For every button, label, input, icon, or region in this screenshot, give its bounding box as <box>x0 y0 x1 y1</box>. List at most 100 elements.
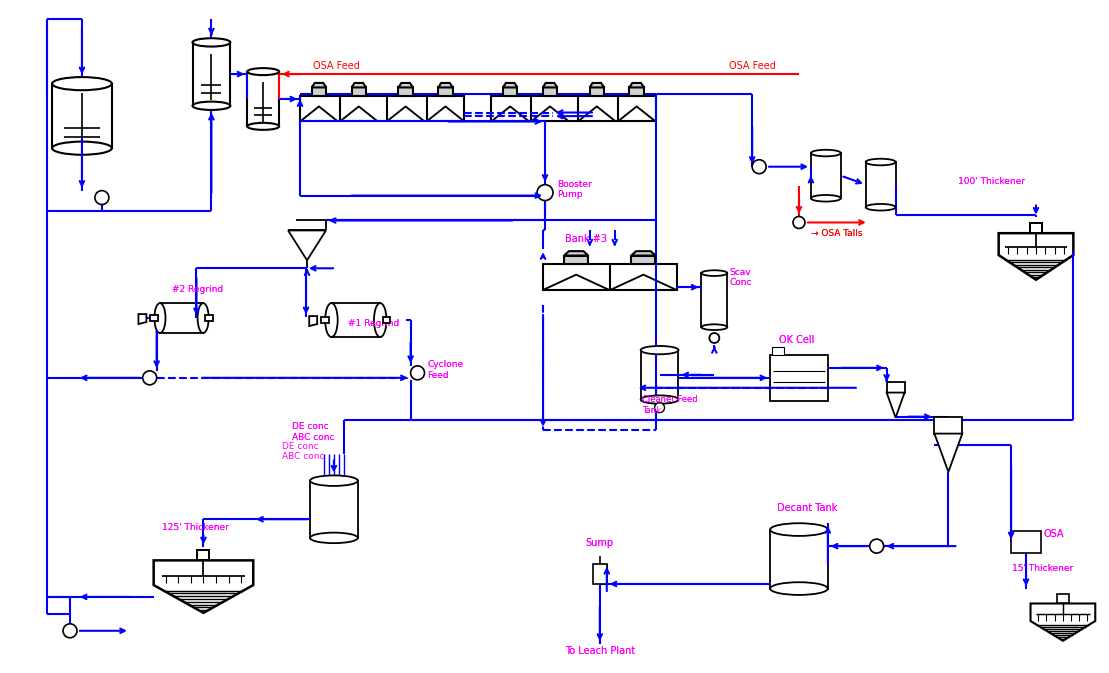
Ellipse shape <box>770 523 827 536</box>
Text: To Leach Plant: To Leach Plant <box>564 645 635 656</box>
Ellipse shape <box>247 123 279 130</box>
Bar <box>542 264 676 290</box>
Text: 125' Thickener: 125' Thickener <box>162 523 228 532</box>
Ellipse shape <box>811 150 841 156</box>
Bar <box>641 350 679 400</box>
Ellipse shape <box>866 159 896 166</box>
Circle shape <box>710 333 720 343</box>
Polygon shape <box>352 83 366 87</box>
Bar <box>301 96 465 122</box>
Circle shape <box>63 624 77 638</box>
Ellipse shape <box>701 324 728 330</box>
Polygon shape <box>398 83 413 87</box>
Ellipse shape <box>311 532 358 543</box>
Polygon shape <box>139 314 146 324</box>
Ellipse shape <box>197 303 208 333</box>
Text: OSA: OSA <box>1044 529 1065 539</box>
Bar <box>332 303 380 337</box>
Ellipse shape <box>154 303 165 333</box>
Text: Cleaner Feed
Tank: Cleaner Feed Tank <box>642 395 698 415</box>
Text: 100' Thickener: 100' Thickener <box>958 176 1026 186</box>
Ellipse shape <box>52 141 112 155</box>
Circle shape <box>654 402 664 413</box>
Text: #2 Regrind: #2 Regrind <box>172 285 223 294</box>
Text: Sump: Sump <box>586 538 614 548</box>
Polygon shape <box>631 251 655 256</box>
Bar <box>1011 531 1041 553</box>
Ellipse shape <box>641 346 679 354</box>
Bar <box>770 355 827 400</box>
Text: OSA Feed: OSA Feed <box>313 61 360 71</box>
Text: OK Cell: OK Cell <box>779 335 814 345</box>
Ellipse shape <box>193 38 231 46</box>
Bar <box>205 315 213 321</box>
Text: Sump: Sump <box>586 538 614 548</box>
Polygon shape <box>590 83 604 87</box>
Polygon shape <box>503 83 518 87</box>
Bar <box>542 87 557 96</box>
Polygon shape <box>438 83 452 87</box>
Polygon shape <box>309 316 317 326</box>
Polygon shape <box>312 83 326 87</box>
Text: Decant Tank: Decant Tank <box>777 503 837 513</box>
Bar <box>311 481 358 538</box>
Text: Bank #3: Bank #3 <box>564 234 607 244</box>
Text: OSA: OSA <box>1044 529 1065 539</box>
Text: → OSA Talls: → OSA Talls <box>811 229 863 238</box>
Text: Cyclone
Feed: Cyclone Feed <box>428 360 464 380</box>
Circle shape <box>752 160 766 174</box>
Circle shape <box>410 366 425 380</box>
Text: Decant Tank: Decant Tank <box>777 503 837 513</box>
Ellipse shape <box>374 303 387 337</box>
Ellipse shape <box>193 102 231 110</box>
Text: DE conc
ABC conc: DE conc ABC conc <box>282 442 325 462</box>
Bar <box>352 87 366 96</box>
Bar <box>886 382 905 392</box>
Text: #1 Regrind: #1 Regrind <box>348 318 399 328</box>
Bar <box>772 347 784 355</box>
Ellipse shape <box>641 396 679 404</box>
Text: Cyclone
Feed: Cyclone Feed <box>428 360 464 380</box>
Ellipse shape <box>811 195 841 201</box>
Polygon shape <box>288 230 326 260</box>
Ellipse shape <box>247 68 279 75</box>
Circle shape <box>95 190 109 205</box>
Circle shape <box>143 371 156 385</box>
Circle shape <box>869 539 884 553</box>
Polygon shape <box>935 433 963 472</box>
Text: 15' Thickener: 15' Thickener <box>1013 564 1074 573</box>
Ellipse shape <box>866 204 896 211</box>
Bar <box>701 273 728 327</box>
Bar <box>1057 594 1069 604</box>
Bar <box>312 87 326 96</box>
Text: Scav
Conc: Scav Conc <box>730 268 752 287</box>
Bar <box>160 303 203 333</box>
Circle shape <box>793 217 805 228</box>
Text: Bank #3: Bank #3 <box>564 234 607 244</box>
Bar <box>322 317 329 323</box>
Bar <box>197 551 210 561</box>
Bar <box>630 87 644 96</box>
Text: 15' Thickener: 15' Thickener <box>1013 564 1074 573</box>
Bar <box>438 87 452 96</box>
Ellipse shape <box>770 582 827 595</box>
Bar <box>398 87 413 96</box>
Bar <box>491 96 655 122</box>
Text: #1 Regrind: #1 Regrind <box>348 318 399 328</box>
Bar <box>770 530 827 589</box>
Text: Booster
Pump: Booster Pump <box>557 180 592 199</box>
Text: #2 Regrind: #2 Regrind <box>172 285 223 294</box>
Polygon shape <box>542 83 557 87</box>
Text: 125' Thickener: 125' Thickener <box>162 523 228 532</box>
Text: Booster
Pump: Booster Pump <box>557 180 592 199</box>
Text: 100' Thickener: 100' Thickener <box>958 176 1026 186</box>
Bar <box>564 256 588 264</box>
Bar <box>383 317 390 323</box>
Bar <box>1030 223 1042 233</box>
Text: OK Cell: OK Cell <box>779 335 814 345</box>
Polygon shape <box>564 251 588 256</box>
Bar <box>52 83 112 148</box>
Polygon shape <box>630 83 644 87</box>
Bar <box>866 162 896 207</box>
Bar <box>935 417 963 433</box>
